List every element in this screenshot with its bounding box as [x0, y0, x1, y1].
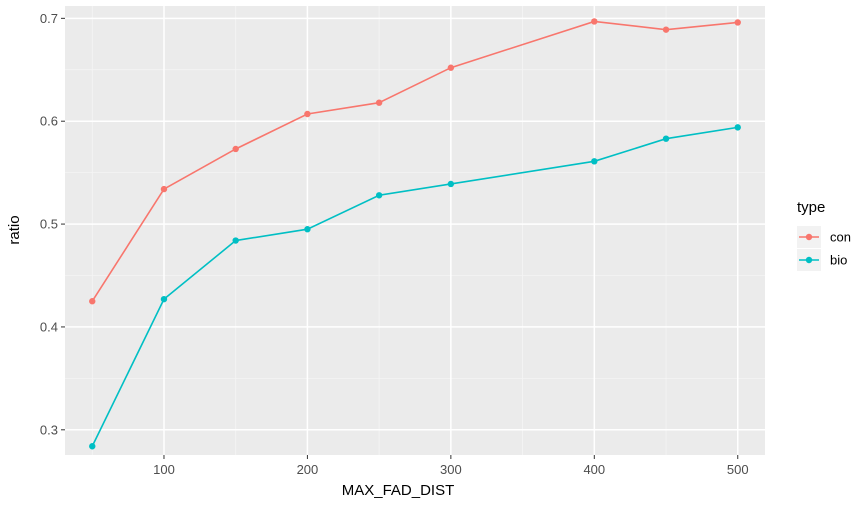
data-point-con	[232, 145, 239, 153]
x-tick-label: 200	[297, 462, 319, 477]
data-point-con	[591, 18, 598, 25]
data-point-bio	[734, 124, 741, 131]
y-tick-label: 0.4	[40, 319, 58, 334]
y-tick-label: 0.5	[40, 217, 58, 232]
x-tick-label: 100	[153, 462, 175, 477]
legend-label-bio: bio	[830, 253, 847, 268]
data-point-bio	[160, 295, 168, 303]
data-point-con	[304, 110, 311, 118]
data-point-con	[447, 64, 455, 71]
legend-point-con	[805, 233, 813, 241]
x-tick-label: 300	[440, 462, 462, 477]
x-axis-title: MAX_FAD_DIST	[342, 482, 455, 499]
data-point-con	[662, 26, 670, 33]
y-tick-label: 0.3	[40, 422, 58, 437]
panel-background	[65, 6, 765, 455]
data-point-bio	[447, 180, 455, 188]
legend: type con bio	[797, 199, 851, 271]
data-point-con	[160, 185, 168, 193]
y-axis-title: ratio	[6, 215, 23, 244]
data-point-bio	[662, 135, 670, 142]
x-tick-label: 500	[727, 462, 749, 477]
x-axis: 100 200 300 400 500	[153, 455, 749, 477]
data-point-bio	[304, 226, 311, 233]
data-point-bio	[232, 237, 239, 244]
minor-gridlines	[65, 6, 765, 455]
data-point-con	[89, 298, 96, 305]
y-axis: 0.3 0.4 0.5 0.6 0.7	[40, 11, 65, 437]
data-point-con	[734, 19, 741, 26]
y-tick-label: 0.7	[40, 11, 58, 26]
major-gridlines	[65, 6, 765, 455]
series-layer	[89, 18, 741, 450]
legend-point-bio	[805, 256, 813, 264]
legend-label-con: con	[830, 230, 851, 245]
legend-title: type	[797, 199, 825, 216]
x-tick-label: 400	[583, 462, 605, 477]
data-point-bio	[375, 192, 383, 199]
y-tick-label: 0.6	[40, 114, 58, 129]
data-point-con	[375, 99, 383, 106]
data-point-bio	[591, 158, 598, 165]
data-point-bio	[89, 443, 96, 450]
